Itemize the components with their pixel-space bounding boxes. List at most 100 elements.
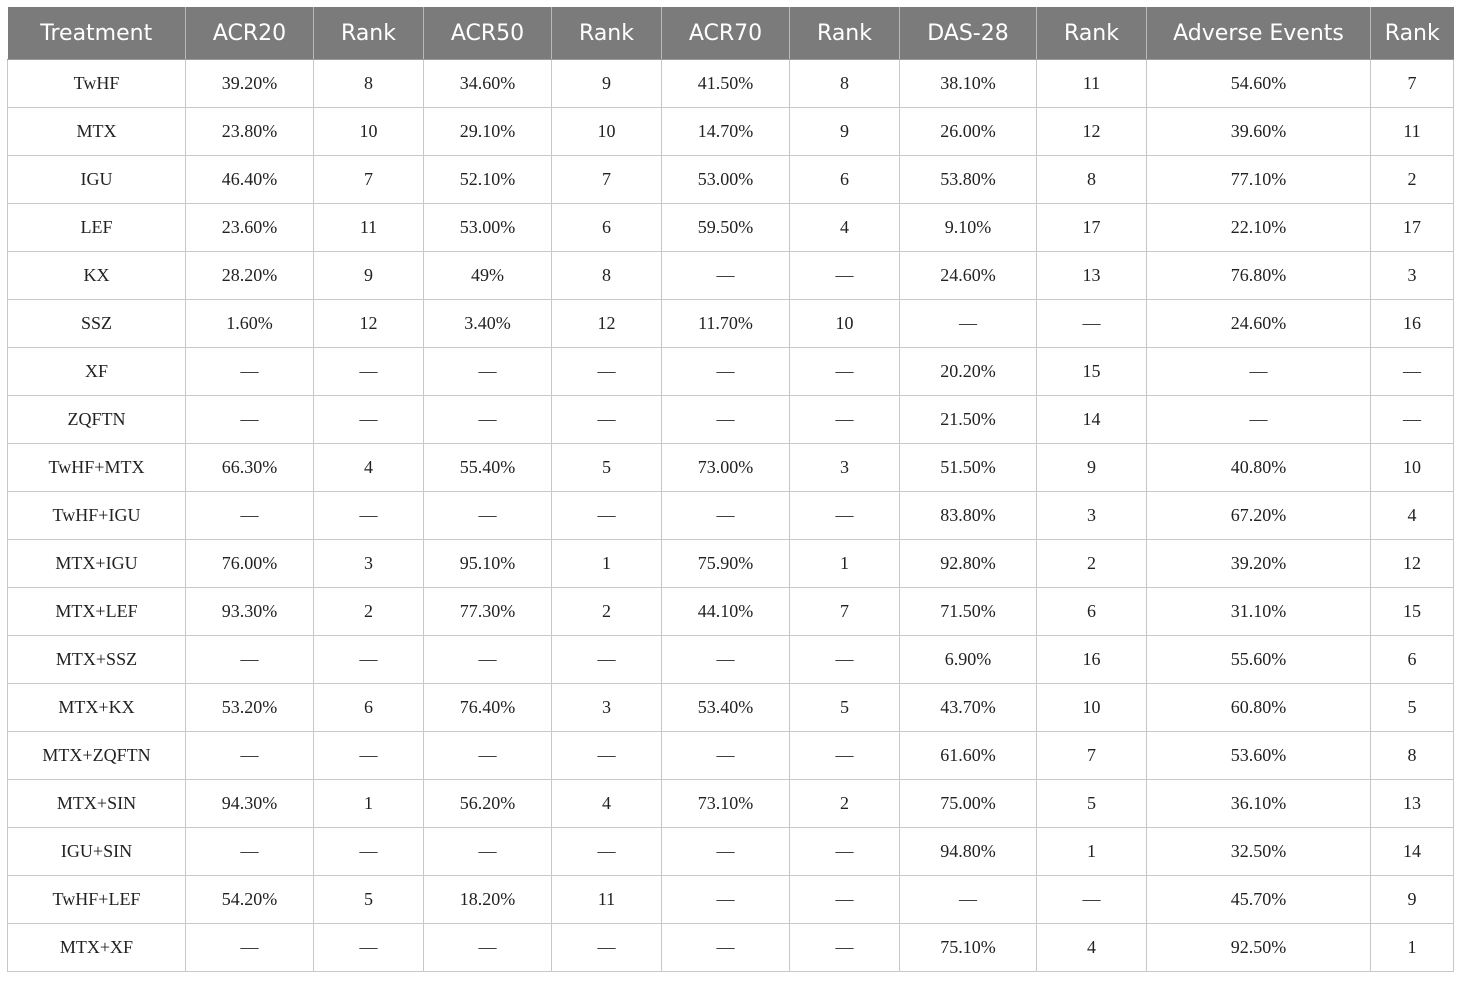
column-header: ACR20 <box>185 7 314 60</box>
table-row: KX 28.20% 9 49% 8— —24.60% 13 76.80% 3 <box>7 251 1454 300</box>
table-cell: 6 <box>789 155 900 204</box>
table-cell: 11 <box>551 875 662 924</box>
table-cell: — <box>185 395 314 444</box>
table-cell: 18.20% <box>423 875 552 924</box>
table-cell: — <box>789 923 900 972</box>
table-cell: 83.80% <box>899 491 1037 540</box>
table-cell: — <box>185 923 314 972</box>
table-cell: 2 <box>551 587 662 636</box>
table-cell: 39.60% <box>1146 107 1371 156</box>
table-cell: 76.00% <box>185 539 314 588</box>
table-cell: — <box>661 347 790 396</box>
table-cell: — <box>789 875 900 924</box>
table-cell: 95.10% <box>423 539 552 588</box>
table-cell: 67.20% <box>1146 491 1371 540</box>
table-cell: 32.50% <box>1146 827 1371 876</box>
table-cell: 38.10% <box>899 59 1037 108</box>
table-cell: 71.50% <box>899 587 1037 636</box>
treatment-cell: ZQFTN <box>7 395 186 444</box>
table-cell: — <box>423 635 552 684</box>
table-cell: 3 <box>1036 491 1147 540</box>
table-cell: — <box>313 827 424 876</box>
table-cell: 3 <box>313 539 424 588</box>
treatment-cell: LEF <box>7 203 186 252</box>
table-cell: — <box>789 347 900 396</box>
table-row: SSZ 1.60% 12 3.40% 12 11.70% 10— —24.60% 16 <box>7 299 1454 348</box>
table-cell: 14 <box>1370 827 1454 876</box>
table-cell: 73.10% <box>661 779 790 828</box>
table-cell: 14.70% <box>661 107 790 156</box>
table-cell: — <box>313 395 424 444</box>
table-cell: — <box>551 347 662 396</box>
table-cell: 2 <box>1036 539 1147 588</box>
table-cell: 1 <box>551 539 662 588</box>
table-cell: — <box>423 923 552 972</box>
table-cell: 9 <box>313 251 424 300</box>
table-cell: 54.60% <box>1146 59 1371 108</box>
column-header: ACR50 <box>423 7 552 60</box>
table-cell: 5 <box>789 683 900 732</box>
table-cell: 93.30% <box>185 587 314 636</box>
table-cell: 11 <box>313 203 424 252</box>
table-row: MTX+IGU 76.00% 3 95.10% 1 75.90% 1 92.80% 2 39.20… <box>7 539 1454 588</box>
table-cell: 13 <box>1036 251 1147 300</box>
table-row: XF — — — — — —20.20% 15— — <box>7 347 1454 396</box>
table-cell: 4 <box>313 443 424 492</box>
table-cell: 45.70% <box>1146 875 1371 924</box>
table-cell: — <box>313 731 424 780</box>
table-cell: 56.20% <box>423 779 552 828</box>
table-cell: — <box>1036 299 1147 348</box>
table-cell: 43.70% <box>899 683 1037 732</box>
table-cell: — <box>1146 395 1371 444</box>
table-row: MTX+ZQFTN — — — — — —61.60% 7 53.60% 8 <box>7 731 1454 780</box>
table-cell: 3 <box>551 683 662 732</box>
treatment-cell: MTX+KX <box>7 683 186 732</box>
treatment-cell: TwHF+IGU <box>7 491 186 540</box>
table-cell: — <box>313 635 424 684</box>
table-cell: 12 <box>1036 107 1147 156</box>
table-cell: — <box>789 827 900 876</box>
table-cell: 12 <box>1370 539 1454 588</box>
table-cell: 77.30% <box>423 587 552 636</box>
table-cell: 5 <box>313 875 424 924</box>
table-cell: 9 <box>1370 875 1454 924</box>
treatment-cell: XF <box>7 347 186 396</box>
table-cell: 24.60% <box>1146 299 1371 348</box>
table-cell: 41.50% <box>661 59 790 108</box>
table-cell: 53.40% <box>661 683 790 732</box>
table-cell: 7 <box>789 587 900 636</box>
table-cell: 26.00% <box>899 107 1037 156</box>
table-cell: 4 <box>551 779 662 828</box>
table-cell: 1 <box>313 779 424 828</box>
treatment-cell: TwHF+LEF <box>7 875 186 924</box>
table-cell: 24.60% <box>899 251 1037 300</box>
table-cell: 6 <box>313 683 424 732</box>
table-cell: 54.20% <box>185 875 314 924</box>
table-cell: 94.30% <box>185 779 314 828</box>
table-cell: — <box>789 395 900 444</box>
table-cell: 73.00% <box>661 443 790 492</box>
table-cell: — <box>423 347 552 396</box>
table-cell: 11 <box>1370 107 1454 156</box>
column-header: Rank <box>789 7 900 60</box>
table-cell: 39.20% <box>1146 539 1371 588</box>
column-header: Adverse Events <box>1146 7 1371 60</box>
treatment-cell: MTX+ZQFTN <box>7 731 186 780</box>
table-cell: — <box>661 875 790 924</box>
table-row: TwHF+LEF 54.20% 5 18.20% 11— — — —45.70% 9 <box>7 875 1454 924</box>
column-header: DAS-28 <box>899 7 1037 60</box>
table-cell: 1 <box>1370 923 1454 972</box>
table-cell: 6.90% <box>899 635 1037 684</box>
table-cell: 11 <box>1036 59 1147 108</box>
table-cell: 9 <box>551 59 662 108</box>
table-cell: — <box>551 395 662 444</box>
table-header: Treatment ACR20 Rank ACR50 Rank ACR70 Rank DAS-… <box>7 7 1454 60</box>
table-row: TwHF+MTX 66.30% 4 55.40% 5 73.00% 3 51.50% 9 40.8… <box>7 443 1454 492</box>
table-cell: — <box>551 731 662 780</box>
table-row: IGU 46.40% 7 52.10% 7 53.00% 6 53.80% 8 77.10% 2 <box>7 155 1454 204</box>
column-header: Rank <box>313 7 424 60</box>
table-row: IGU+SIN — — — — — —94.80% 1 32.50% 14 <box>7 827 1454 876</box>
table-cell: 12 <box>551 299 662 348</box>
treatment-cell: MTX+XF <box>7 923 186 972</box>
table-cell: 53.80% <box>899 155 1037 204</box>
